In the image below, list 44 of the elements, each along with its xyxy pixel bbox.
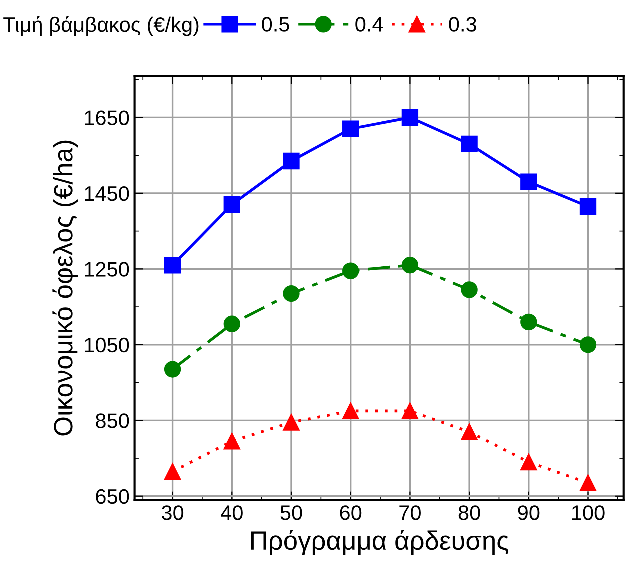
point [164,463,182,480]
y-tick-label: 1650 [85,110,130,126]
point [461,424,478,440]
legend-title: Τιμή βάμβακος (€/kg) [4,16,199,36]
point [283,152,300,170]
point [402,257,419,274]
point [580,474,597,492]
x-tick-label: 100 [572,506,605,520]
point [342,402,360,420]
point [224,196,240,214]
y-axis-title: Οικονομικό όφελος (€/ha) [52,140,78,436]
point [461,282,478,298]
point [342,120,360,138]
y-tick-label: 1250 [85,262,130,277]
x-axis-title: Πρόγραμμα άρδευσης [251,530,509,556]
point [224,433,240,450]
point [224,316,240,332]
point [402,109,419,126]
x-tick-label: 40 [221,506,243,520]
point [461,136,478,153]
point [580,198,597,216]
y-tick-label: 850 [96,414,130,428]
y-tick-label: 1050 [85,338,130,353]
x-tick-label: 50 [280,506,302,520]
point [520,314,538,331]
point [283,414,300,431]
legend-label: 0.3 [449,17,476,32]
y-tick-label: 1450 [85,186,130,202]
x-tick-label: 30 [162,506,184,520]
point [164,361,182,378]
point [402,402,419,420]
x-tick-label: 70 [400,506,421,520]
x-tick-label: 90 [518,506,540,520]
point [164,257,182,274]
x-tick-label: 80 [458,506,480,520]
point [580,336,597,354]
legend-label: 0.5 [262,17,290,32]
x-tick-label: 60 [340,506,362,520]
legend-label: 0.4 [356,17,384,32]
point [520,454,538,471]
point [342,262,360,280]
point [520,174,538,190]
y-tick-label: 650 [96,489,130,504]
point [283,285,300,302]
